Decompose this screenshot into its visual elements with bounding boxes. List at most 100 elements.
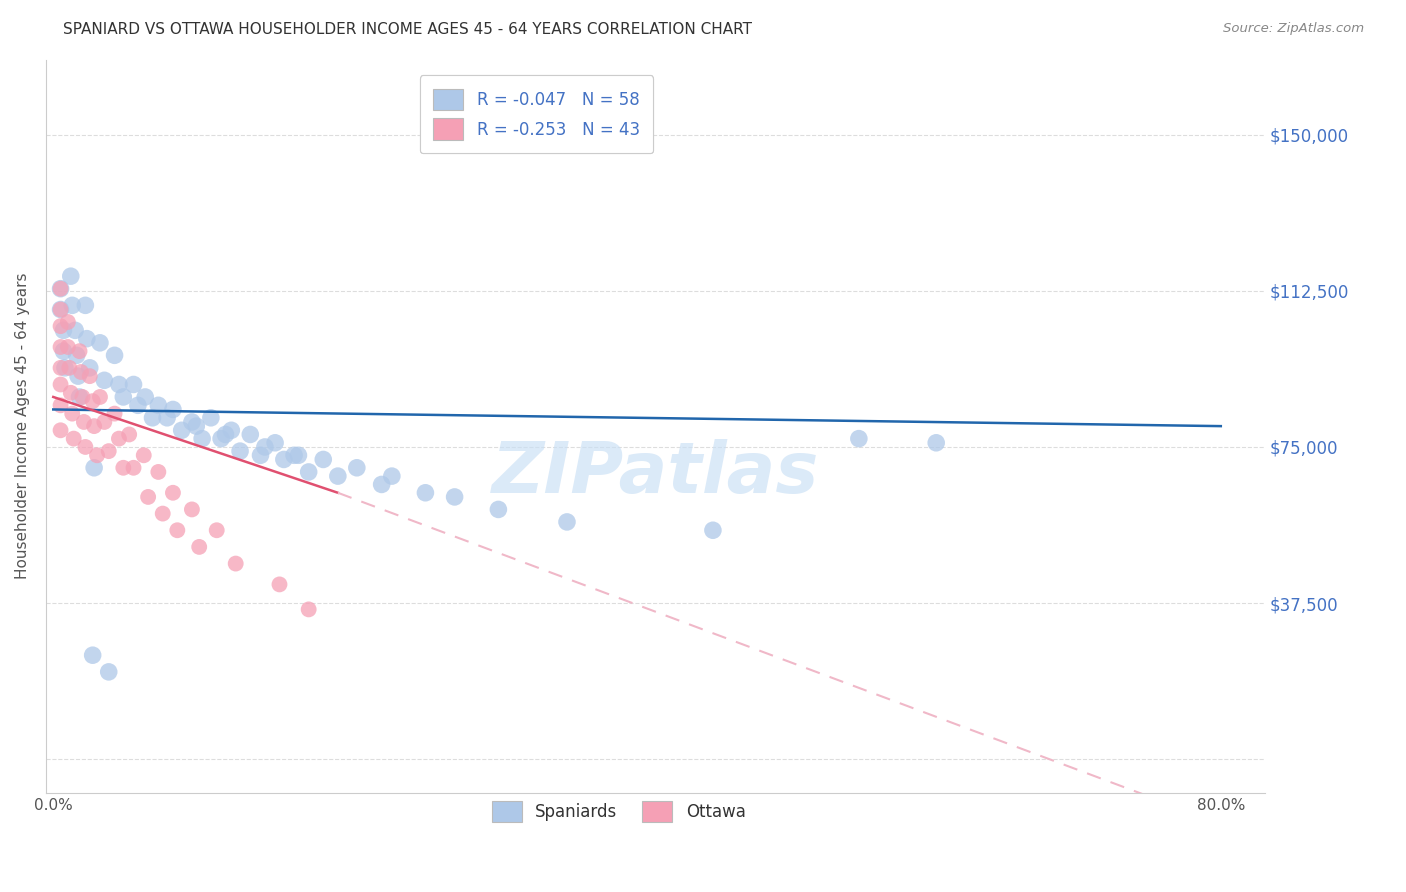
Point xyxy=(283,448,305,462)
Point xyxy=(209,432,232,446)
Point xyxy=(166,523,188,537)
Point xyxy=(136,490,159,504)
Point xyxy=(76,332,98,346)
Point xyxy=(214,427,236,442)
Point xyxy=(89,335,111,350)
Point xyxy=(60,407,83,421)
Point xyxy=(79,369,101,384)
Point xyxy=(848,432,870,446)
Point xyxy=(49,340,72,354)
Point xyxy=(555,515,578,529)
Point xyxy=(56,315,79,329)
Point xyxy=(49,282,72,296)
Point xyxy=(73,415,96,429)
Point xyxy=(162,402,184,417)
Point xyxy=(381,469,404,483)
Point xyxy=(53,360,76,375)
Point xyxy=(326,469,349,483)
Point xyxy=(49,302,72,317)
Point xyxy=(59,385,82,400)
Point xyxy=(49,398,72,412)
Point xyxy=(112,390,135,404)
Point xyxy=(69,344,91,359)
Point xyxy=(52,344,75,359)
Text: ZIPatlas: ZIPatlas xyxy=(492,439,818,508)
Point xyxy=(486,502,509,516)
Point xyxy=(370,477,392,491)
Point xyxy=(70,365,93,379)
Point xyxy=(122,460,145,475)
Point xyxy=(49,319,72,334)
Point xyxy=(56,340,79,354)
Point xyxy=(273,452,295,467)
Point xyxy=(108,377,131,392)
Point xyxy=(118,427,141,442)
Point xyxy=(221,423,243,437)
Point xyxy=(925,435,948,450)
Point xyxy=(186,419,208,434)
Point xyxy=(97,444,120,458)
Point xyxy=(312,452,335,467)
Point xyxy=(60,298,83,312)
Point xyxy=(86,448,108,462)
Point xyxy=(89,390,111,404)
Point xyxy=(49,377,72,392)
Point xyxy=(75,440,97,454)
Point xyxy=(170,423,193,437)
Point xyxy=(75,298,97,312)
Point xyxy=(97,665,120,679)
Point xyxy=(229,444,252,458)
Point xyxy=(239,427,262,442)
Point xyxy=(112,460,135,475)
Point xyxy=(69,390,91,404)
Point xyxy=(49,302,72,317)
Point xyxy=(83,460,105,475)
Point xyxy=(82,394,104,409)
Point xyxy=(49,360,72,375)
Point xyxy=(127,398,149,412)
Point xyxy=(287,448,309,462)
Point xyxy=(148,398,170,412)
Point xyxy=(269,577,291,591)
Point xyxy=(132,448,155,462)
Point xyxy=(82,648,104,663)
Point xyxy=(156,410,179,425)
Point xyxy=(180,415,202,429)
Point xyxy=(65,348,87,362)
Point xyxy=(200,410,222,425)
Text: Source: ZipAtlas.com: Source: ZipAtlas.com xyxy=(1223,22,1364,36)
Point xyxy=(253,440,276,454)
Point xyxy=(264,435,287,450)
Point xyxy=(49,423,72,437)
Point xyxy=(298,465,321,479)
Point xyxy=(59,269,82,284)
Point xyxy=(188,540,211,554)
Point xyxy=(162,485,184,500)
Point xyxy=(702,523,724,537)
Point xyxy=(180,502,202,516)
Point xyxy=(108,432,131,446)
Point xyxy=(93,415,115,429)
Point xyxy=(103,407,125,421)
Point xyxy=(141,410,163,425)
Point xyxy=(152,507,174,521)
Point xyxy=(298,602,321,616)
Point xyxy=(63,323,86,337)
Point xyxy=(83,419,105,434)
Point xyxy=(415,485,437,500)
Point xyxy=(443,490,465,504)
Point xyxy=(346,460,368,475)
Point xyxy=(148,465,170,479)
Point xyxy=(249,448,271,462)
Point xyxy=(134,390,156,404)
Point xyxy=(103,348,125,362)
Point xyxy=(122,377,145,392)
Point xyxy=(52,323,75,337)
Y-axis label: Householder Income Ages 45 - 64 years: Householder Income Ages 45 - 64 years xyxy=(15,273,30,580)
Point xyxy=(205,523,228,537)
Point xyxy=(67,369,90,384)
Text: SPANIARD VS OTTAWA HOUSEHOLDER INCOME AGES 45 - 64 YEARS CORRELATION CHART: SPANIARD VS OTTAWA HOUSEHOLDER INCOME AG… xyxy=(63,22,752,37)
Point xyxy=(62,432,84,446)
Point xyxy=(58,360,80,375)
Point xyxy=(79,360,101,375)
